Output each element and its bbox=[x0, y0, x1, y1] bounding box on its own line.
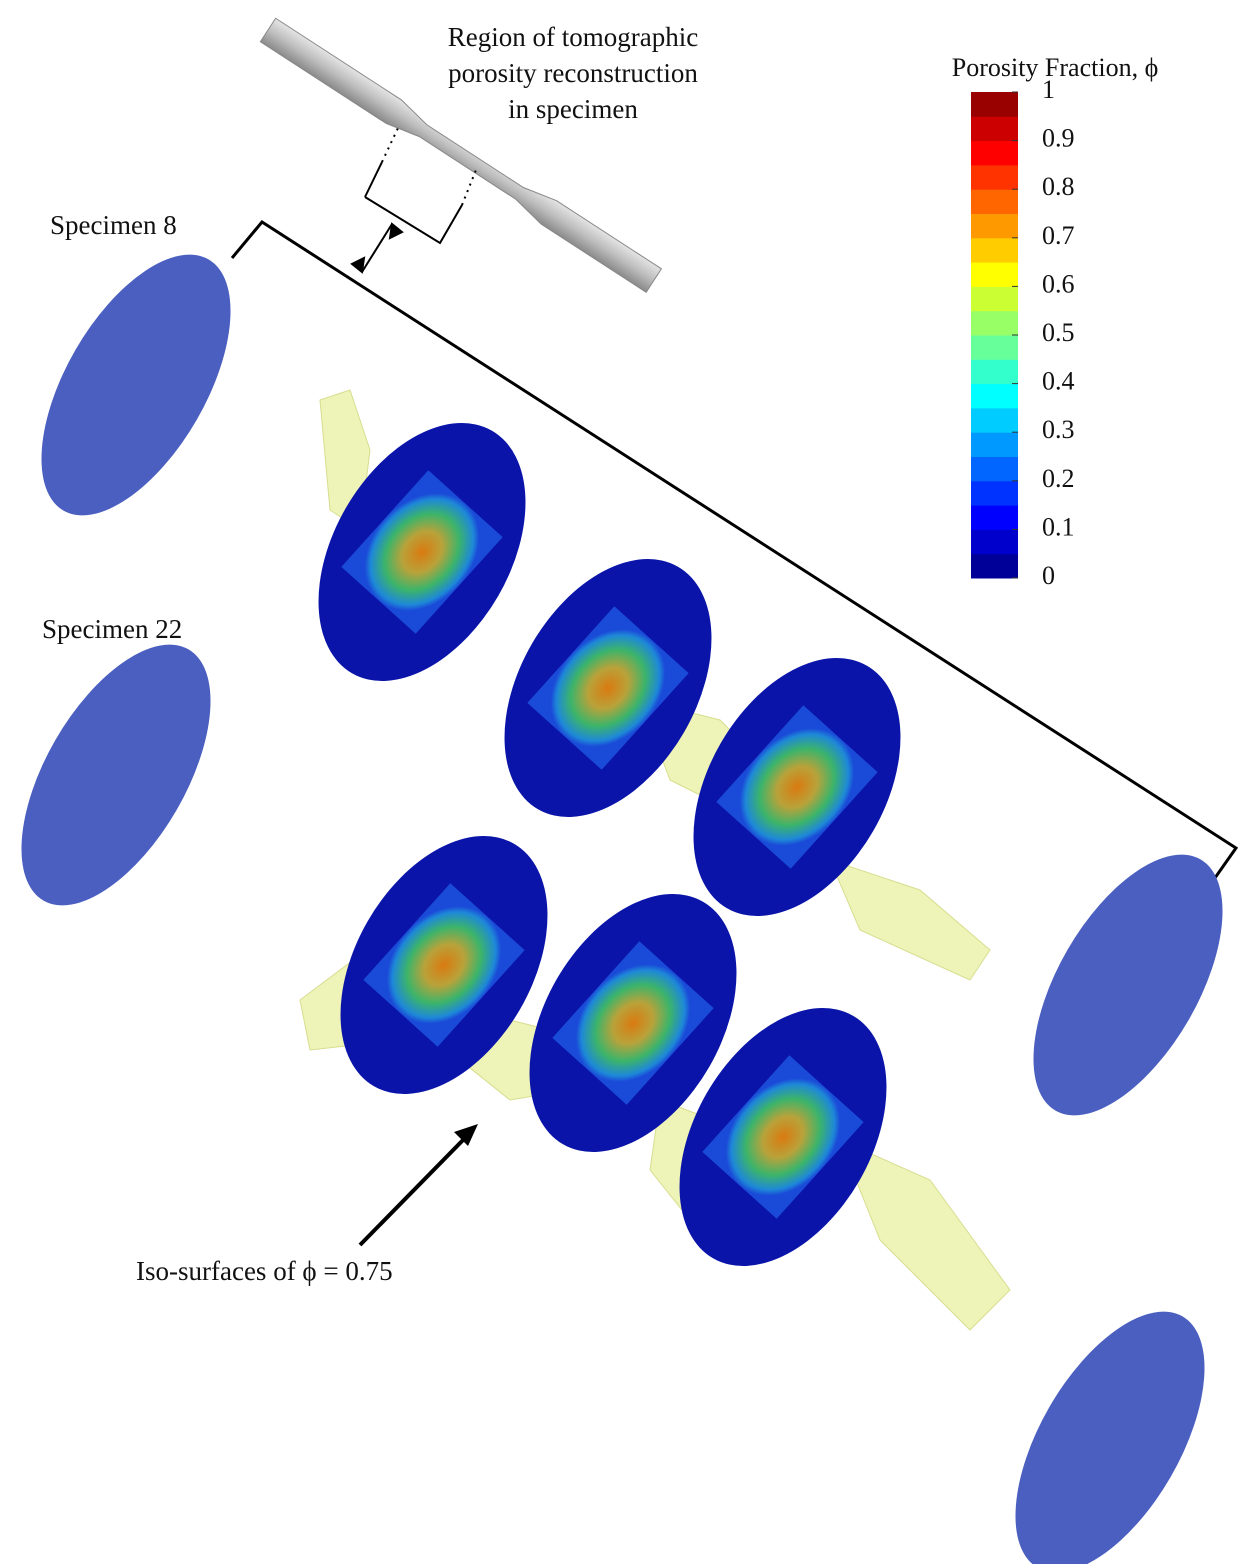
iso-arrow bbox=[360, 1124, 478, 1245]
specimen-label: Specimen 22 bbox=[42, 614, 182, 644]
colorbar-tick-label: 0.9 bbox=[1042, 124, 1075, 153]
colorbar-band bbox=[971, 165, 1018, 190]
specimen-label: Specimen 8 bbox=[50, 210, 177, 240]
colorbar: 0 0.1 0.2 0.3 0.4 0.5 0.6 0.7 0.8 0.9 1 bbox=[971, 75, 1075, 590]
colorbar-band bbox=[971, 481, 1018, 506]
colorbar-band bbox=[971, 286, 1018, 311]
colorbar-tick-label: 1 bbox=[1042, 75, 1055, 104]
colorbar-tick-label: 0.1 bbox=[1042, 512, 1075, 541]
colorbar-tick-label: 0.6 bbox=[1042, 269, 1075, 298]
colorbar-tick-label: 0.7 bbox=[1042, 221, 1075, 250]
colorbar-band bbox=[971, 359, 1018, 384]
colorbar-band bbox=[971, 335, 1018, 360]
porosity-slices bbox=[276, 387, 943, 1302]
colorbar-tick-label: 0.3 bbox=[1042, 415, 1075, 444]
colorbar-band bbox=[971, 141, 1018, 166]
colorbar-tick-label: 0.2 bbox=[1042, 464, 1075, 493]
colorbar-band bbox=[971, 432, 1018, 457]
annotation-line: porosity reconstruction bbox=[448, 58, 698, 88]
colorbar-band bbox=[971, 457, 1018, 482]
colorbar-band bbox=[971, 505, 1018, 530]
colorbar-title: Porosity Fraction, ϕ bbox=[952, 53, 1159, 82]
annotation-line: in specimen bbox=[508, 94, 638, 124]
annotation-line: Region of tomographic bbox=[448, 22, 698, 52]
colorbar-band bbox=[971, 214, 1018, 239]
colorbar-band bbox=[971, 554, 1018, 579]
colorbar-tick-label: 0 bbox=[1042, 561, 1055, 590]
colorbar-band bbox=[971, 92, 1018, 117]
colorbar-band bbox=[971, 238, 1018, 263]
colorbar-band bbox=[971, 384, 1018, 409]
iso-label: Iso-surfaces of ϕ = 0.75 bbox=[136, 1256, 393, 1286]
colorbar-band bbox=[971, 189, 1018, 214]
colorbar-band bbox=[971, 262, 1018, 287]
colorbar-band bbox=[971, 529, 1018, 554]
colorbar-band bbox=[971, 311, 1018, 336]
colorbar-band bbox=[971, 116, 1018, 141]
figure: Region of tomographic porosity reconstru… bbox=[0, 0, 1242, 1564]
colorbar-band bbox=[971, 408, 1018, 433]
colorbar-tick-label: 0.8 bbox=[1042, 172, 1075, 201]
colorbar-tick-label: 0.5 bbox=[1042, 318, 1075, 347]
colorbar-tick-label: 0.4 bbox=[1042, 367, 1075, 396]
